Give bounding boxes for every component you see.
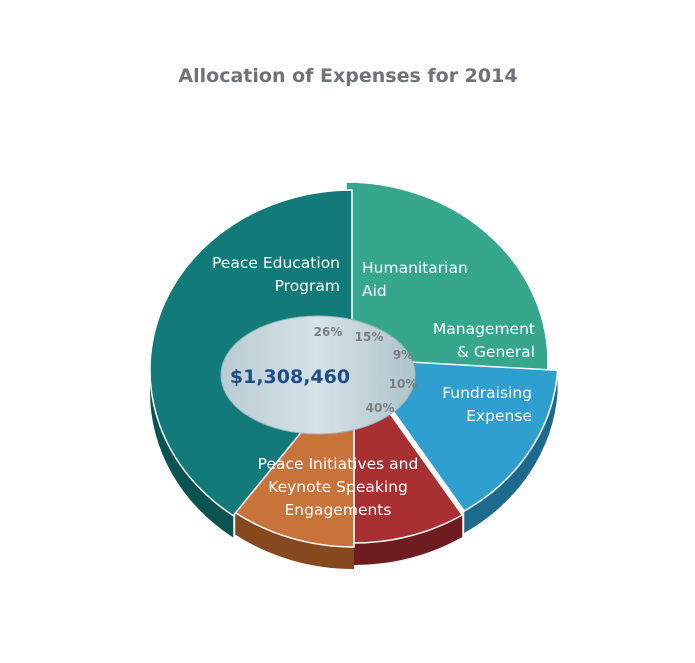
pie-slice-side bbox=[150, 370, 234, 538]
slice-percent-label: 26% bbox=[314, 325, 343, 339]
pie-slice-side bbox=[464, 370, 558, 533]
pie-labels: Peace Education Program Humanitarian Aid Man… bbox=[212, 254, 535, 519]
pie-slice-side bbox=[235, 512, 354, 569]
slice-label: Management & General bbox=[433, 320, 535, 361]
slice-percent-label: 40% bbox=[366, 401, 395, 415]
slice-percent-label: 9% bbox=[393, 348, 413, 362]
slice-label: Fundraising Expense bbox=[442, 384, 532, 425]
pie-slice bbox=[345, 181, 549, 375]
slice-percent-label: 10% bbox=[389, 377, 418, 391]
center-ellipse bbox=[220, 315, 416, 435]
center-ellipse-group: $1,308,460 bbox=[220, 315, 416, 435]
pie-slice-side bbox=[354, 514, 463, 565]
slice-label: Peace Initiatives and Keynote Speaking Eng… bbox=[258, 455, 419, 519]
slice-label: Humanitarian Aid bbox=[362, 259, 468, 300]
total-amount-label: $1,308,460 bbox=[230, 366, 350, 388]
pie-percent-labels: 26% 15% 9% 10% 40% bbox=[314, 325, 418, 415]
chart-title: Allocation of Expenses for 2014 bbox=[178, 65, 517, 87]
slice-label: Peace Education Program bbox=[212, 254, 340, 295]
slice-percent-label: 15% bbox=[355, 330, 384, 344]
